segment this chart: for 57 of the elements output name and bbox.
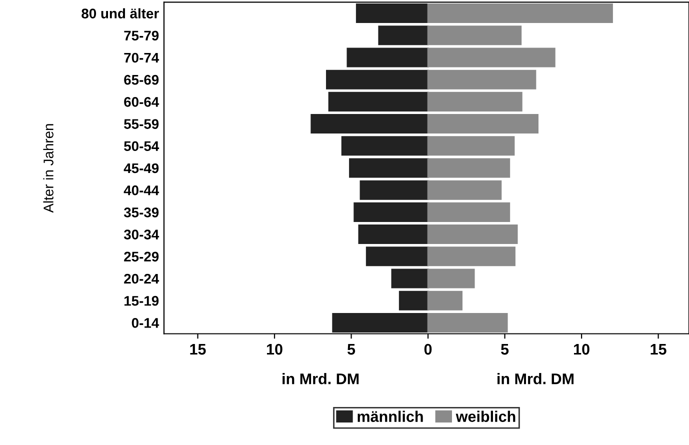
bar (366, 246, 429, 266)
bar (427, 70, 536, 90)
bar (427, 158, 510, 178)
bar (427, 268, 475, 288)
y-tick-label: 0-14 (132, 318, 160, 328)
bar (427, 92, 522, 112)
bar (427, 224, 518, 244)
bar (427, 114, 538, 134)
x-tick-label: 5 (501, 344, 509, 355)
x-tick-label: 15 (650, 344, 666, 355)
bar (427, 202, 510, 222)
bar (427, 246, 516, 266)
x-tick-label: 0 (424, 344, 432, 355)
y-tick-label: 80 und älter (82, 8, 159, 18)
bar (427, 136, 515, 156)
y-tick-label: 50-54 (124, 141, 160, 152)
y-tick-label: 70-74 (124, 52, 160, 63)
x-tick-label: 5 (347, 344, 356, 355)
y-tick-label: 65-69 (124, 74, 159, 85)
bar (391, 268, 429, 288)
bar (328, 92, 429, 112)
bar (360, 180, 429, 200)
legend-label: männlich (358, 410, 423, 422)
x-axis-title: in Mrd. DM (282, 373, 359, 384)
bar (398, 290, 429, 310)
y-tick-label: 60-64 (124, 97, 160, 107)
bar (354, 202, 429, 222)
bar (427, 180, 502, 200)
x-tick-label: 15 (190, 344, 206, 355)
y-tick-label: 75-79 (124, 30, 159, 41)
bar (378, 26, 429, 46)
y-tick-label: 35-39 (124, 208, 159, 218)
y-axis-title: Alter in Jahren (43, 124, 54, 213)
y-tick-label: 45-49 (124, 163, 159, 174)
bar (349, 158, 429, 178)
y-tick-label: 30-34 (124, 230, 160, 240)
bar (427, 4, 613, 24)
x-tick-label: 10 (574, 344, 590, 355)
text: in Mrd. DM (498, 373, 574, 384)
bar (332, 312, 429, 332)
bar (427, 26, 522, 46)
bar (346, 48, 429, 68)
y-tick-label: 15-19 (124, 296, 159, 306)
bar (427, 312, 508, 332)
legend-label: weiblich (456, 410, 516, 422)
bar (356, 4, 429, 24)
bar (310, 114, 429, 134)
y-tick-label: 20-24 (124, 274, 160, 284)
bar (427, 48, 556, 68)
y-tick-label: 40-44 (124, 185, 160, 196)
bar (358, 224, 429, 244)
bar (427, 290, 462, 310)
x-tick-label: 10 (266, 344, 282, 355)
bar (326, 70, 429, 90)
y-tick-label: 25-29 (124, 252, 159, 262)
y-tick-label: 55-59 (124, 119, 159, 129)
bar (341, 136, 429, 156)
